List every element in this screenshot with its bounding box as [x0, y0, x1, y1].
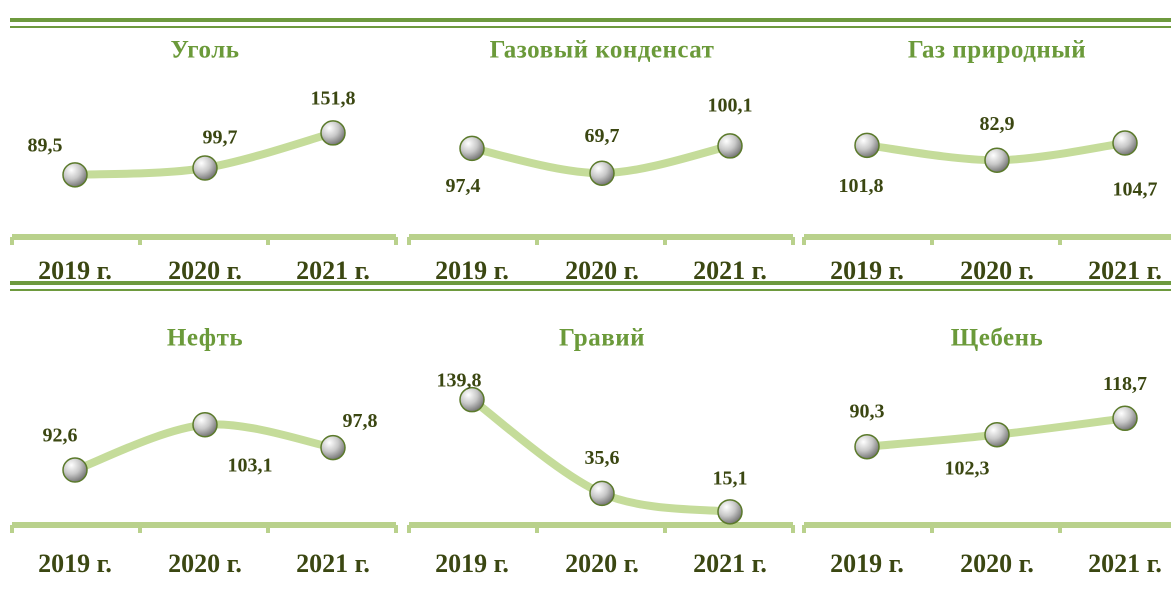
- x-axis: [12, 234, 396, 240]
- axis-notch: [138, 237, 142, 245]
- data-label: 118,7: [1103, 373, 1147, 395]
- data-label: 90,3: [850, 400, 885, 422]
- marker: [62, 457, 88, 483]
- panel: Газовый конденсат 2019 г. 2020 г. 2021 г. 97…: [407, 37, 795, 285]
- row-rule: [10, 18, 1171, 291]
- marker: [984, 147, 1010, 173]
- axis-notch: [791, 237, 795, 245]
- marker: [192, 155, 218, 181]
- axis-notch: [407, 525, 411, 533]
- axis-notch: [663, 237, 667, 245]
- x-tick-label: 2021 г.: [693, 549, 767, 578]
- data-label: 35,6: [585, 447, 620, 469]
- marker: [589, 480, 615, 507]
- x-tick-label: 2020 г.: [960, 549, 1034, 578]
- marker: [717, 133, 743, 159]
- data-label: 69,7: [585, 125, 620, 147]
- x-tick-label: 2020 г.: [565, 549, 639, 578]
- axis-notch: [10, 237, 14, 245]
- x-tick-label: 2019 г.: [830, 256, 904, 285]
- panel-title: Газ природный: [908, 37, 1086, 64]
- panel-title: Уголь: [171, 37, 240, 64]
- x-axis: [804, 522, 1171, 528]
- x-tick-label: 2019 г.: [435, 256, 509, 285]
- panel: Газ природный 2019 г. 2020 г. 2021 г. 101,8 8…: [802, 37, 1171, 285]
- marker: [589, 160, 615, 186]
- panel: Нефть 2019 г. 2020 г. 2021 г. 92,6 103,1 97,8: [10, 325, 398, 578]
- data-label: 15,1: [713, 467, 748, 489]
- axis-notch: [663, 525, 667, 533]
- panel-title: Нефть: [167, 325, 243, 352]
- data-label: 97,4: [446, 175, 481, 197]
- axis-notch: [930, 237, 934, 245]
- data-label: 103,1: [228, 454, 273, 476]
- x-axis: [12, 522, 396, 528]
- marker: [984, 421, 1010, 448]
- x-axis: [409, 234, 793, 240]
- data-label: 89,5: [28, 134, 63, 156]
- marker: [1112, 405, 1138, 432]
- marker: [459, 135, 485, 162]
- axis-notch: [1058, 237, 1062, 245]
- x-tick-label: 2020 г.: [168, 549, 242, 578]
- data-label: 104,7: [1113, 179, 1158, 201]
- x-tick-label: 2020 г.: [565, 256, 639, 285]
- panel-title: Газовый конденсат: [490, 37, 715, 64]
- marker: [320, 434, 346, 461]
- x-tick-label: 2021 г.: [693, 256, 767, 285]
- x-axis: [409, 522, 793, 528]
- marker: [854, 132, 880, 159]
- axis-notch: [802, 237, 806, 245]
- axis-notch: [394, 237, 398, 245]
- data-label: 100,1: [708, 95, 753, 117]
- x-tick-label: 2021 г.: [1088, 549, 1162, 578]
- panel-title: Гравий: [559, 325, 645, 352]
- x-tick-label: 2021 г.: [296, 256, 370, 285]
- marker: [62, 162, 88, 188]
- axis-notch: [10, 525, 14, 533]
- panel: Гравий 2019 г. 2020 г. 2021 г. 139,8 35,6 15,1: [407, 325, 795, 578]
- data-label: 82,9: [980, 113, 1015, 135]
- x-tick-label: 2019 г.: [38, 256, 112, 285]
- panel-title: Щебень: [951, 325, 1043, 352]
- axis-notch: [802, 525, 806, 533]
- data-label: 97,8: [343, 410, 378, 432]
- x-tick-label: 2021 г.: [1088, 256, 1162, 285]
- axis-notch: [535, 237, 539, 245]
- data-label: 139,8: [437, 369, 482, 391]
- marker: [192, 411, 218, 438]
- x-tick-label: 2021 г.: [296, 549, 370, 578]
- marker: [459, 386, 485, 413]
- x-axis: [804, 234, 1171, 240]
- x-tick-label: 2019 г.: [830, 549, 904, 578]
- marker: [717, 499, 743, 525]
- data-label: 151,8: [311, 88, 356, 110]
- data-label: 99,7: [203, 127, 238, 149]
- panel: Щебень 2019 г. 2020 г. 2021 г. 90,3 102,3 118,…: [802, 325, 1171, 578]
- axis-notch: [791, 525, 795, 533]
- panel: Уголь 2019 г. 2020 г. 2021 г. 89,5 99,7 151,8: [10, 37, 398, 285]
- data-label: 102,3: [945, 457, 990, 479]
- axis-notch: [138, 525, 142, 533]
- x-tick-label: 2019 г.: [38, 549, 112, 578]
- x-tick-label: 2020 г.: [168, 256, 242, 285]
- axis-notch: [266, 237, 270, 245]
- marker: [320, 120, 346, 146]
- marker: [1112, 130, 1138, 156]
- axis-notch: [535, 525, 539, 533]
- marker: [854, 433, 880, 460]
- data-label: 101,8: [839, 175, 884, 197]
- axis-notch: [394, 525, 398, 533]
- axis-notch: [266, 525, 270, 533]
- axis-notch: [930, 525, 934, 533]
- axis-notch: [1058, 525, 1062, 533]
- x-tick-label: 2019 г.: [435, 549, 509, 578]
- data-label: 92,6: [43, 425, 78, 447]
- x-tick-label: 2020 г.: [960, 256, 1034, 285]
- axis-notch: [407, 237, 411, 245]
